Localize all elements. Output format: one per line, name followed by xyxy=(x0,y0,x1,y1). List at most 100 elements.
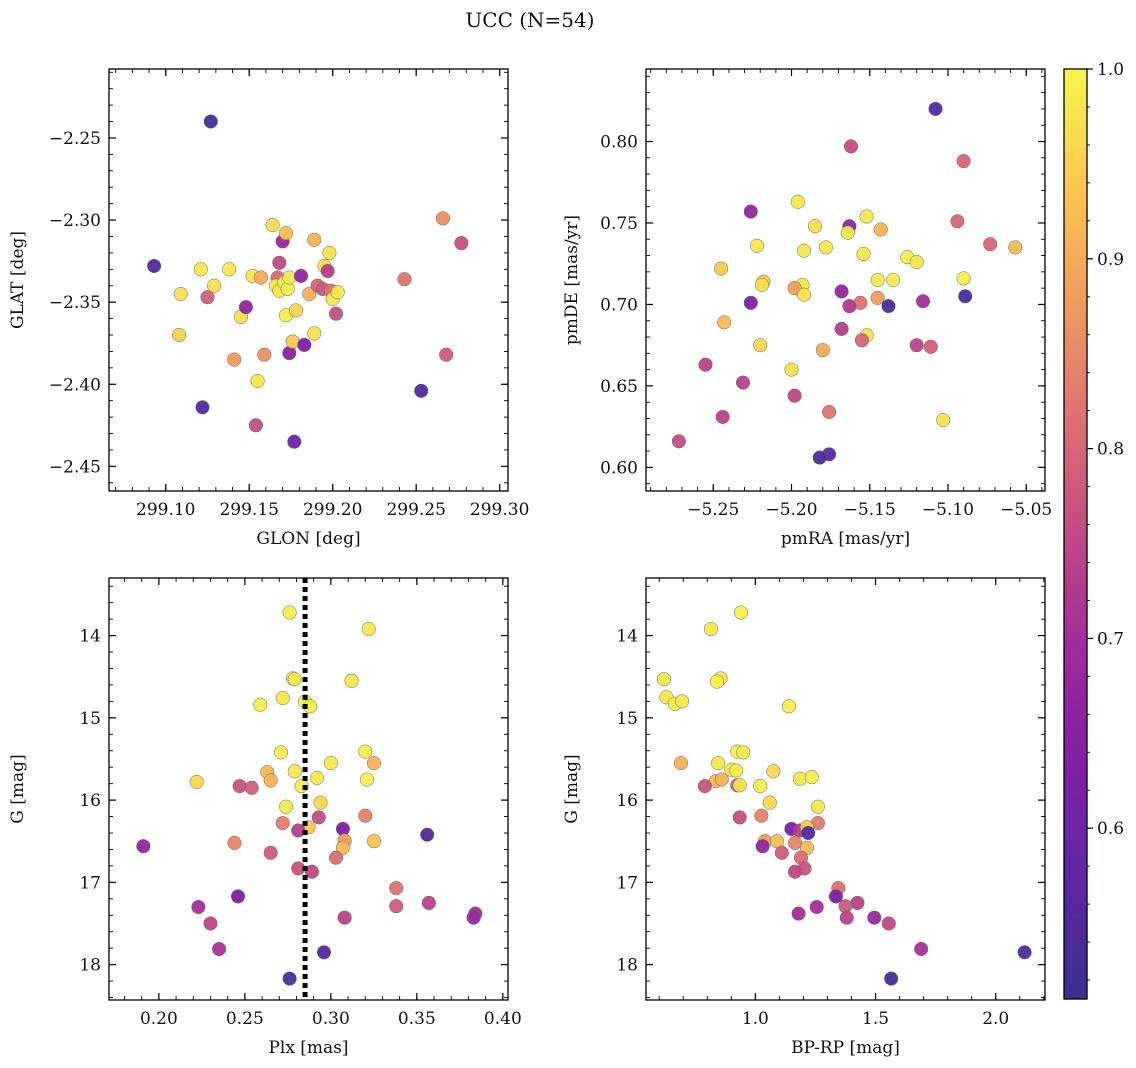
data-point xyxy=(253,270,268,285)
data-point xyxy=(420,827,435,842)
data-point xyxy=(928,101,943,116)
y-tick-label: 17 xyxy=(79,873,101,893)
data-point xyxy=(232,779,247,794)
data-point xyxy=(203,916,218,931)
data-point xyxy=(337,910,352,925)
x-tick-label: 2.0 xyxy=(982,1009,1009,1029)
data-point xyxy=(781,699,797,714)
data-point xyxy=(212,941,227,957)
data-point xyxy=(804,770,819,785)
x-tick-label: −5.05 xyxy=(1000,500,1052,520)
data-point xyxy=(285,334,300,349)
data-point xyxy=(307,232,322,247)
data-point xyxy=(755,839,770,854)
data-point xyxy=(397,272,412,287)
colorbar-tick-label: 0.6 xyxy=(1097,819,1124,839)
data-point xyxy=(282,971,297,986)
y-tick-label: 18 xyxy=(616,956,638,976)
y-tick-label: −2.30 xyxy=(49,211,101,231)
y-tick-label: 18 xyxy=(79,956,101,976)
data-point xyxy=(791,906,806,921)
data-point xyxy=(359,772,375,787)
data-point xyxy=(191,899,206,915)
data-point xyxy=(711,756,726,771)
data-point xyxy=(750,238,765,253)
data-point xyxy=(801,825,816,841)
data-point xyxy=(715,409,730,424)
data-point xyxy=(275,816,290,831)
data-point xyxy=(870,290,885,305)
data-point xyxy=(914,941,929,957)
data-point xyxy=(288,303,304,318)
data-point xyxy=(743,295,758,310)
data-point xyxy=(671,434,686,449)
colorbar-tick-label: 1.0 xyxy=(1097,60,1124,80)
figure-title: UCC (N=54) xyxy=(465,8,594,32)
data-point xyxy=(784,362,799,377)
data-point xyxy=(323,756,338,771)
data-point xyxy=(698,357,713,372)
data-point xyxy=(812,450,827,465)
data-point xyxy=(796,287,812,302)
data-point xyxy=(328,306,344,321)
panel-cmd: 1.0 1.5 2.0 14 15 16 17 18 BP-RP [mag] G [mag] xyxy=(562,577,1046,1058)
scatter-points xyxy=(136,605,483,986)
data-point xyxy=(790,194,805,209)
axes-frame xyxy=(645,577,1046,1001)
data-point xyxy=(810,799,825,814)
data-point xyxy=(193,262,208,277)
data-point xyxy=(366,834,381,849)
colorbar-tick-label: 0.8 xyxy=(1097,440,1124,460)
data-point xyxy=(884,971,899,986)
data-point xyxy=(796,243,812,258)
data-point xyxy=(754,277,769,292)
data-point xyxy=(732,810,747,825)
y-tick-label: −2.35 xyxy=(49,293,101,313)
data-point xyxy=(807,219,823,234)
panel-glon-glat: 299.10 299.15 299.20 299.25 299.30 −2.45 −2.40… xyxy=(8,68,529,549)
data-point xyxy=(766,764,781,779)
x-tick-label: 0.35 xyxy=(398,1009,436,1029)
data-point xyxy=(275,691,290,706)
data-point xyxy=(834,321,849,336)
data-point xyxy=(244,780,259,795)
y-tick-label: 14 xyxy=(79,627,101,647)
data-point xyxy=(320,263,335,279)
data-point xyxy=(250,373,265,389)
y-axis-label: G [mag] xyxy=(562,754,582,823)
data-point xyxy=(207,278,222,293)
y-tick-label: 14 xyxy=(616,627,638,647)
data-point xyxy=(310,770,325,785)
data-point xyxy=(854,333,869,348)
x-tick-label: 299.15 xyxy=(219,500,278,520)
colorbar-tick-label: 0.9 xyxy=(1097,250,1124,270)
data-point xyxy=(859,209,874,224)
data-point xyxy=(870,272,885,288)
data-point xyxy=(729,763,744,778)
data-point xyxy=(311,810,326,825)
x-tick-label: −5.25 xyxy=(687,500,739,520)
data-point xyxy=(330,285,345,300)
data-point xyxy=(389,899,404,914)
data-point xyxy=(344,673,359,688)
data-point xyxy=(227,352,242,367)
data-point xyxy=(173,286,188,302)
data-point xyxy=(815,343,830,358)
data-point xyxy=(358,808,373,823)
data-point xyxy=(287,434,302,449)
data-point xyxy=(956,154,971,169)
panel-pm: −5.25 −5.20 −5.15 −5.10 −5.05 0.60 0.65 0.70 0.7… xyxy=(562,68,1052,549)
data-point xyxy=(873,222,888,237)
x-axis-label: pmRA [mas/yr] xyxy=(781,529,910,549)
data-point xyxy=(307,326,322,341)
data-point xyxy=(753,779,768,794)
scatter-points xyxy=(147,114,469,449)
data-point xyxy=(839,910,854,925)
data-point xyxy=(200,290,215,305)
data-point xyxy=(936,413,951,428)
data-point xyxy=(828,889,843,904)
data-point xyxy=(287,764,302,779)
data-point xyxy=(743,204,758,219)
scatter-points xyxy=(671,101,1023,465)
